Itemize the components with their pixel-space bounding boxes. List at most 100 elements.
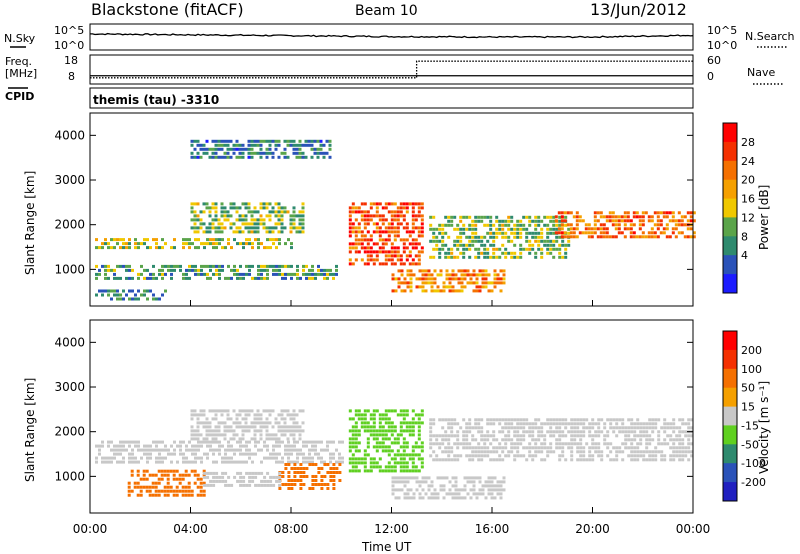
heat-cell <box>442 281 446 285</box>
heat-cell <box>338 463 342 466</box>
heat-cell <box>396 413 400 417</box>
heat-cell <box>323 460 326 464</box>
heat-cell <box>496 480 500 484</box>
heat-cell <box>302 456 305 460</box>
heat-cell <box>588 434 592 438</box>
heat-cell <box>411 222 415 226</box>
heat-cell <box>478 289 482 293</box>
heat-cell <box>522 247 526 251</box>
heat-cell <box>351 469 355 473</box>
heat-cell <box>194 456 197 460</box>
heat-cell <box>441 438 445 442</box>
heat-cell <box>487 476 491 480</box>
heat-cell <box>531 247 535 251</box>
heat-cell <box>95 293 98 297</box>
heat-cell <box>205 425 209 429</box>
heat-cell <box>396 206 400 210</box>
heat-cell <box>328 147 332 151</box>
heat-cell <box>206 444 209 448</box>
heat-cell <box>469 273 473 277</box>
x-tick-label: 12:00 <box>374 522 409 536</box>
heat-cell <box>642 454 646 458</box>
heat-cell <box>624 434 628 438</box>
heat-cell <box>196 485 200 489</box>
heat-cell <box>266 471 270 475</box>
heat-cell <box>433 492 437 496</box>
heat-cell <box>200 242 203 246</box>
heat-cell <box>211 202 215 206</box>
heat-cell <box>471 227 475 231</box>
heat-cell <box>372 409 376 413</box>
heat-cell <box>161 293 164 297</box>
heat-cell <box>245 452 248 456</box>
heat-cell <box>504 418 508 422</box>
heat-cell <box>454 484 458 488</box>
heat-cell <box>394 476 398 480</box>
heat-cell <box>387 409 391 413</box>
heat-cell <box>474 219 478 223</box>
heat-cell <box>239 448 242 452</box>
heat-cell <box>513 255 517 259</box>
heat-cell <box>469 281 473 285</box>
heat-cell <box>441 458 445 462</box>
heat-cell <box>272 448 275 452</box>
heat-cell <box>390 222 394 226</box>
heat-cell <box>197 456 200 460</box>
heat-cell <box>296 452 299 456</box>
heat-cell <box>493 488 497 492</box>
heat-cell <box>480 450 484 454</box>
heat-cell <box>448 289 452 293</box>
heat-cell <box>196 226 200 230</box>
heat-cell <box>393 218 397 222</box>
heat-cell <box>143 268 146 272</box>
heat-cell <box>459 239 463 243</box>
heat-cell <box>471 434 475 438</box>
heat-cell <box>272 268 275 272</box>
heat-cell <box>633 434 637 438</box>
heat-cell <box>203 452 206 456</box>
heat-cell <box>409 273 413 277</box>
heat-cell <box>354 226 358 230</box>
heat-cell <box>245 242 248 246</box>
heat-cell <box>630 454 634 458</box>
heat-cell <box>140 242 143 246</box>
heat-cell <box>570 454 574 458</box>
heat-cell <box>268 202 272 206</box>
heat-cell <box>253 429 257 433</box>
heat-cell <box>390 449 394 453</box>
heat-cell <box>451 496 455 500</box>
heat-cell <box>283 151 287 155</box>
heat-cell <box>375 465 379 469</box>
heat-cell <box>510 450 514 454</box>
heat-cell <box>564 255 568 259</box>
heat-cell <box>278 475 282 479</box>
heat-cell <box>668 219 672 223</box>
heat-cell <box>202 473 206 477</box>
heat-cell <box>555 430 559 434</box>
heat-cell <box>636 442 640 446</box>
heat-cell <box>420 457 424 461</box>
heat-cell <box>593 223 597 227</box>
heat-cell <box>457 496 461 500</box>
heat-cell <box>381 413 385 417</box>
heat-cell <box>513 223 517 227</box>
heat-cell <box>411 465 415 469</box>
heat-cell <box>220 409 224 413</box>
heat-cell <box>409 289 413 293</box>
heat-cell <box>233 475 237 479</box>
heat-cell <box>450 247 454 251</box>
heat-cell <box>199 147 203 151</box>
heat-cell <box>335 264 338 268</box>
heat-cell <box>671 231 675 235</box>
heat-cell <box>390 262 394 266</box>
heat-cell <box>567 231 571 235</box>
heat-cell <box>429 438 433 442</box>
heat-cell <box>519 454 523 458</box>
heat-cell <box>463 285 467 289</box>
heat-cell <box>466 273 470 277</box>
heat-cell <box>328 143 332 147</box>
heat-cell <box>483 223 487 227</box>
heat-cell <box>408 425 412 429</box>
heat-cell <box>457 289 461 293</box>
heat-cell <box>354 469 358 473</box>
